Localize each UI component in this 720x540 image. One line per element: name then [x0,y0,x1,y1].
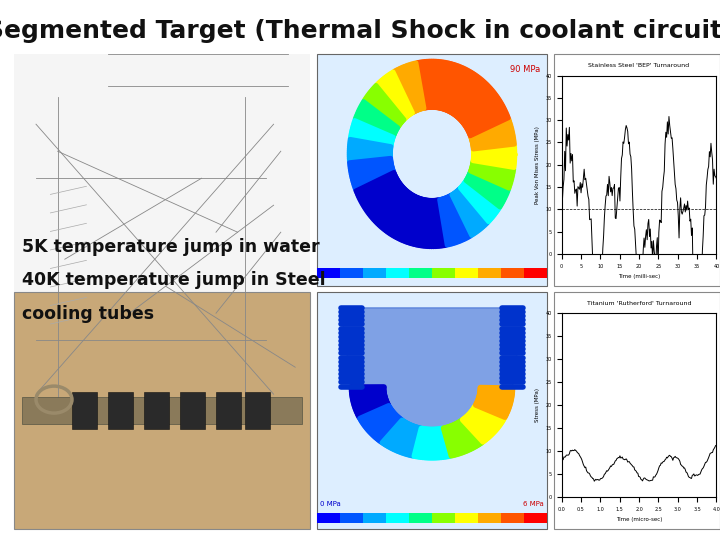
Text: 0 MPa: 0 MPa [320,501,341,507]
Bar [14,292,310,529]
Text: Segmented Target (Thermal Shock in coolant circuit): Segmented Target (Thermal Shock in coola… [0,19,720,43]
Bar [245,392,270,429]
Bar [317,268,340,278]
Title: Stainless Steel 'BEP' Turnaround: Stainless Steel 'BEP' Turnaround [588,63,690,68]
Bar [501,268,524,278]
Bar [478,268,501,278]
X-axis label: Time (micro-sec): Time (micro-sec) [616,517,662,522]
Bar [363,513,386,523]
Bar [317,54,547,286]
Bar [409,268,432,278]
Bar [363,268,386,278]
Bar [455,513,478,523]
Text: cooling tubes: cooling tubes [22,305,154,322]
Bar [340,513,363,523]
Text: 6 MPa: 6 MPa [523,501,544,507]
Bar [554,54,720,286]
Bar [72,392,97,429]
Bar [478,513,501,523]
Bar [180,392,205,429]
Polygon shape [341,308,523,458]
Title: Titanium 'Rutherford' Turnaround: Titanium 'Rutherford' Turnaround [587,301,691,306]
Bar [432,513,455,523]
Bar [524,268,547,278]
Bar [317,292,547,529]
Bar [524,513,547,523]
Bar [386,513,409,523]
Bar [317,513,340,523]
Text: 90 MPa: 90 MPa [510,65,540,74]
Text: 40K temperature jump in Steel: 40K temperature jump in Steel [22,271,325,289]
Bar [409,513,432,523]
Bar [455,268,478,278]
Y-axis label: Stress (MPa): Stress (MPa) [535,388,540,422]
Bar [501,513,524,523]
Bar [340,268,363,278]
Y-axis label: Peak Von Mises Stress (MPa): Peak Von Mises Stress (MPa) [535,126,540,204]
Bar [216,392,241,429]
Bar [22,397,302,424]
Bar [108,392,133,429]
Bar [14,54,310,486]
Bar [432,268,455,278]
Bar [386,268,409,278]
Bar [144,392,169,429]
Bar [554,292,720,529]
Text: 5K temperature jump in water: 5K temperature jump in water [22,238,319,255]
X-axis label: Time (milli-sec): Time (milli-sec) [618,274,660,279]
